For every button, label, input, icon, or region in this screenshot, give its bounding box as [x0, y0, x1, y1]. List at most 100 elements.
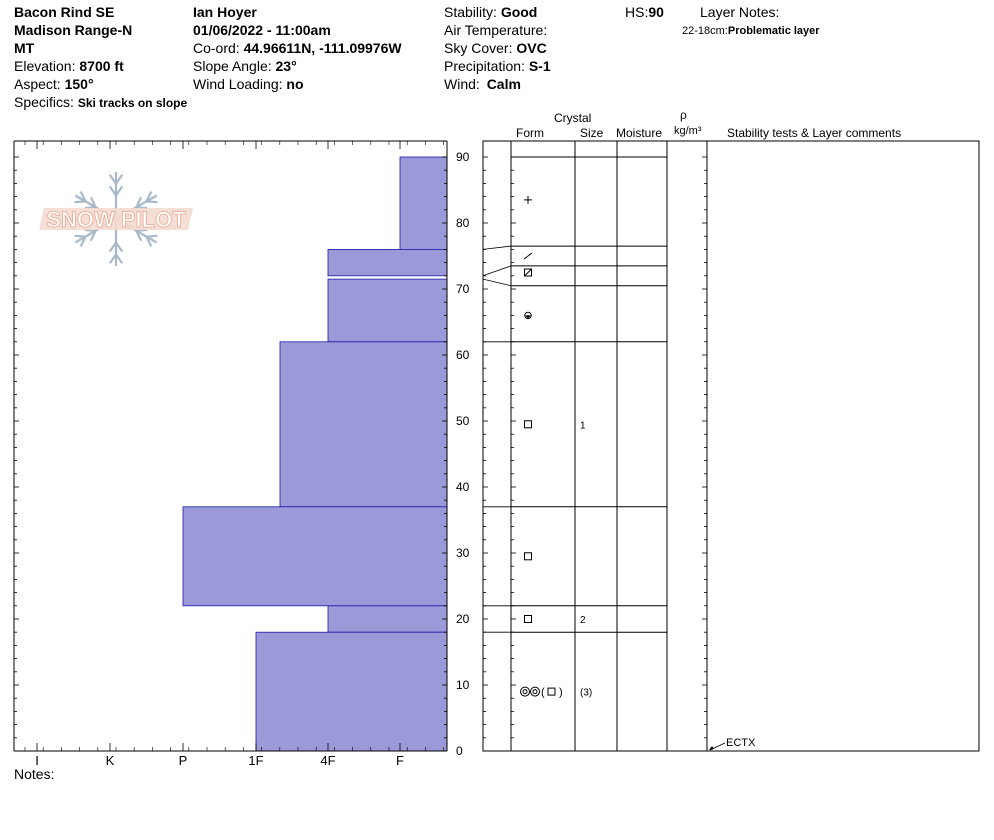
snowflake-branch: [74, 234, 86, 238]
square-symbol: [547, 687, 556, 696]
density-unit-header: kg/m³: [674, 125, 702, 137]
y-tick-label: 10: [456, 678, 470, 692]
layer-note-range: 22-18cm:: [682, 25, 728, 37]
x-tick-label: K: [106, 753, 115, 768]
hatch-line: [524, 268, 532, 277]
snowpilot-logo: SNOW PILOT: [39, 172, 193, 266]
snowflake-branch: [136, 206, 148, 210]
wind-row: Wind: Calm: [444, 76, 521, 92]
snowflake-branch: [115, 185, 124, 197]
hardness-bar: [327, 605, 448, 633]
snowflake-branch: [108, 174, 117, 185]
snowflake-branch: [146, 234, 158, 238]
cup-symbol: [524, 311, 532, 320]
elevation-value: 8700 ft: [79, 58, 124, 74]
layer-note-text: Problematic layer: [727, 25, 820, 37]
circle-symbol: [530, 686, 540, 697]
elevation-row: Elevation: 8700 ft: [14, 58, 124, 74]
x-tick-label: I: [35, 753, 39, 768]
y-tick-label: 90: [456, 150, 470, 164]
stability-test-label: ECTX: [726, 737, 756, 749]
snowflake-branch: [145, 236, 153, 247]
grain-form-slash: [523, 252, 533, 260]
form-header: Form: [516, 126, 544, 140]
grain-form-double-circle-square: (): [520, 686, 563, 699]
notes-label: Notes:: [14, 766, 55, 782]
wind-loading-label: Wind Loading:: [193, 76, 283, 92]
air-temp-label: Air Temperature:: [444, 22, 548, 38]
snowflake-branch: [74, 200, 86, 204]
y-tick-label: 0: [456, 744, 463, 758]
y-tick-label: 40: [456, 480, 470, 494]
x-tick-label: F: [396, 753, 404, 768]
snowflake-branch: [89, 230, 97, 242]
logo-band: [39, 208, 193, 230]
paren-close: ): [559, 687, 563, 699]
grain-size-label: 1: [580, 420, 586, 431]
wind-loading-row: Wind Loading: no: [193, 76, 304, 92]
aspect-row: Aspect: 150°: [14, 76, 94, 92]
snowflake-branch: [84, 228, 96, 232]
sky-label: Sky Cover:: [444, 40, 513, 56]
stability-label: Stability:: [444, 4, 497, 20]
inner-circle-symbol: [532, 689, 538, 695]
state-name: MT: [14, 40, 35, 56]
rho-header: ρ: [680, 108, 687, 122]
aspect-label: Aspect:: [14, 76, 61, 92]
size-header: Size: [580, 126, 604, 140]
snowflake-branch: [79, 191, 87, 202]
precip-value: S-1: [528, 58, 551, 74]
coord-row: Co-ord: 44.96611N, -111.09976W: [193, 40, 402, 56]
location-name: Bacon Rind SE: [14, 4, 115, 20]
inner-circle-symbol: [522, 689, 528, 695]
wind-value: Calm: [486, 76, 521, 92]
x-tick-label: 4F: [320, 753, 335, 768]
hardness-bar: [279, 341, 448, 508]
sky-value: OVC: [516, 40, 547, 56]
y-tick-label: 30: [456, 546, 470, 560]
slope-label: Slope Angle:: [193, 58, 272, 74]
test-arrowhead: [709, 746, 714, 750]
sky-row: Sky Cover: OVC: [444, 40, 547, 56]
stability-row: Stability: Good: [444, 4, 537, 20]
x-tick-label: P: [179, 753, 188, 768]
snowflake-branch: [79, 236, 87, 247]
coord-value: 44.96611N, -111.09976W: [243, 40, 402, 56]
layer-table-frame: [482, 140, 980, 752]
grain-size-label: 2: [580, 615, 586, 626]
slash-symbol: [523, 252, 533, 260]
precip-label: Precipitation:: [444, 58, 525, 74]
comments-header: Stability tests & Layer comments: [727, 126, 902, 140]
hardness-bar: [255, 631, 448, 752]
hs-label: HS:: [625, 4, 649, 20]
square-symbol: [524, 615, 532, 623]
layer-connector: [482, 245, 512, 250]
layer-connector: [482, 278, 512, 287]
observer-name: Ian Hoyer: [193, 4, 257, 20]
square-symbol: [524, 420, 532, 429]
coord-label: Co-ord:: [193, 40, 240, 56]
grain-form-rounded-cup: [524, 311, 532, 320]
y-tick-label: 60: [456, 348, 470, 362]
specifics-row: Specifics: Ski tracks on slope: [14, 94, 187, 111]
range-name: Madison Range-N: [14, 22, 133, 38]
grain-form-hatched-square: [524, 268, 532, 277]
precip-row: Precipitation: S-1: [444, 58, 551, 74]
hardness-bar: [399, 156, 448, 250]
wind-label: Wind:: [444, 76, 480, 92]
grain-form-+: [524, 195, 532, 204]
layer-note: 22-18cm:Problematic layer: [682, 23, 820, 39]
snowflake-branch: [146, 200, 158, 204]
y-tick-label: 20: [456, 612, 470, 626]
snowflake-branch: [108, 185, 117, 197]
snowflake-branch: [108, 253, 117, 264]
cup-fill: [525, 315, 531, 319]
grain-form-square: [524, 552, 532, 561]
specifics-value: Ski tracks on slope: [77, 96, 188, 110]
hatched-square-symbol: [524, 268, 532, 277]
observation-datetime: 01/06/2022 - 11:00am: [193, 22, 331, 38]
square-symbol: [524, 552, 532, 561]
hardness-bar: [327, 278, 448, 343]
